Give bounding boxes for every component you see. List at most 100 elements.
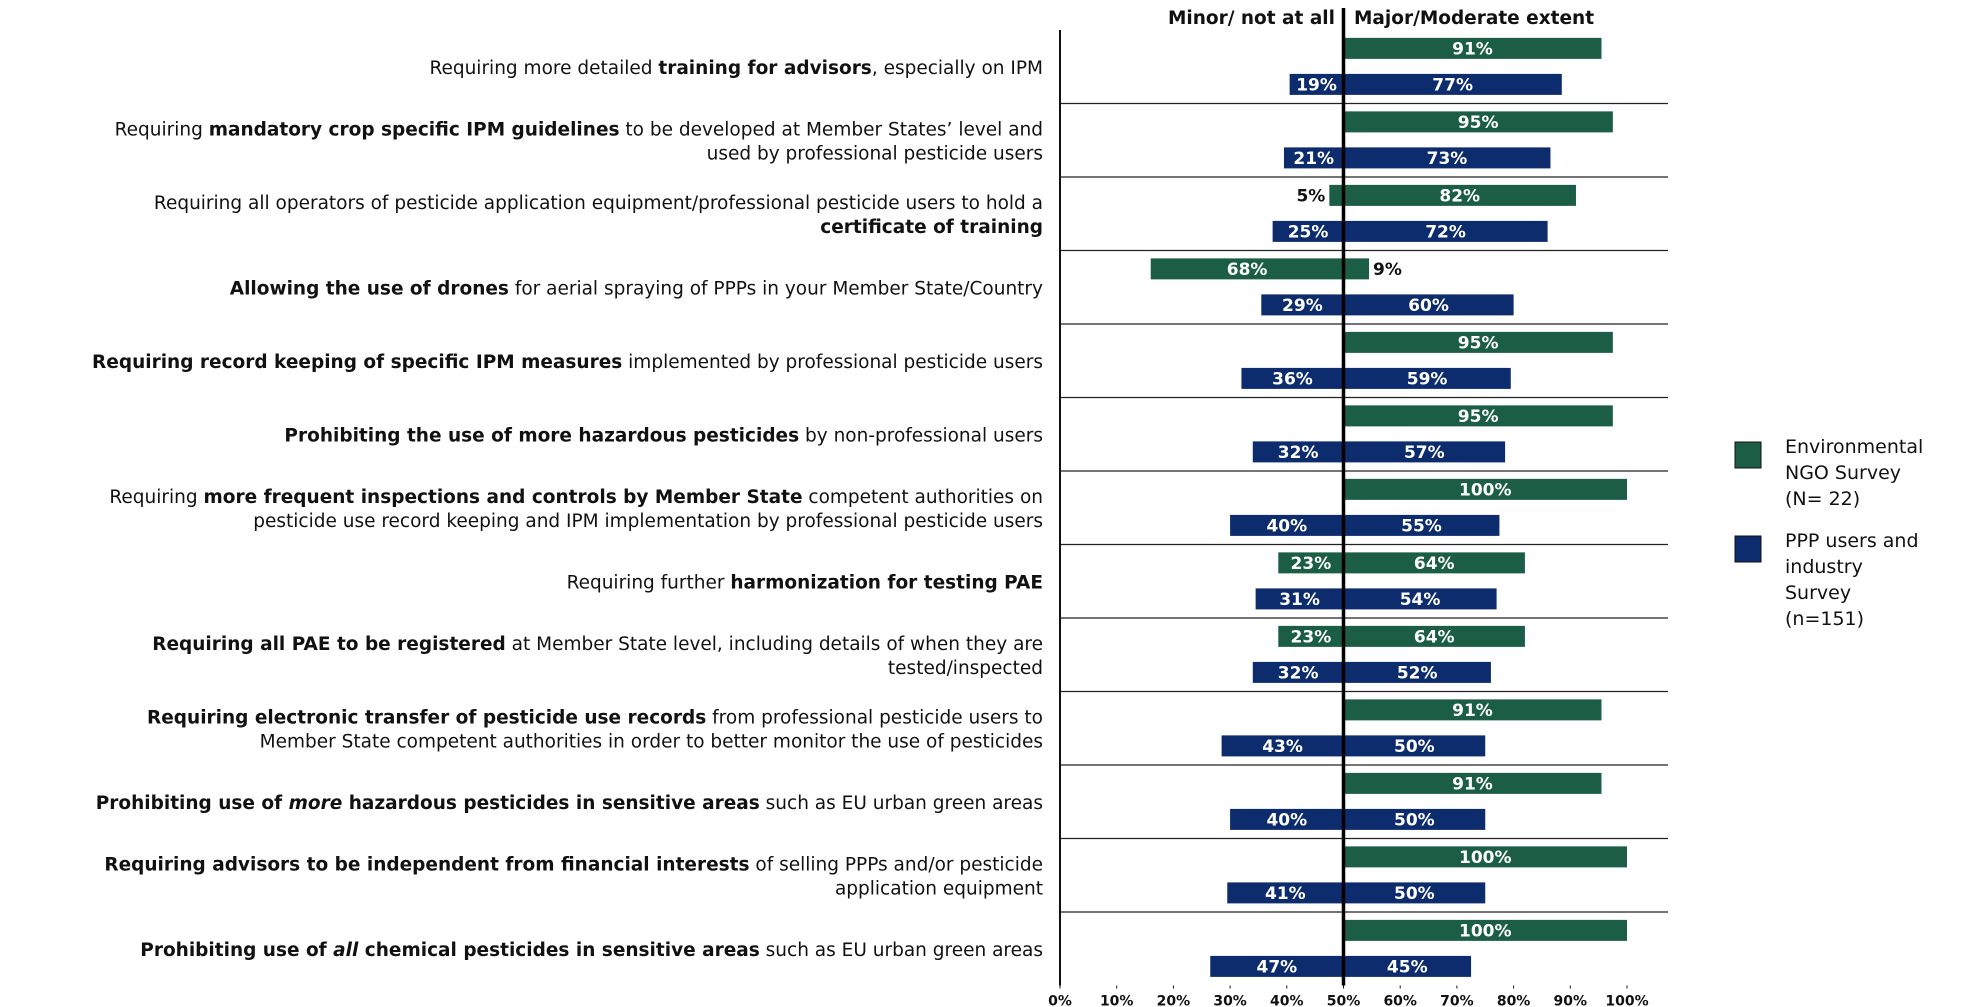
label-segment: for aerial spraying of PPPs in your Memb… bbox=[509, 278, 1043, 299]
value-label: 95% bbox=[1458, 113, 1499, 133]
category-label: Requiring all PAE to be registered at Me… bbox=[152, 634, 1043, 655]
legend-swatch bbox=[1734, 441, 1762, 469]
label-segment: of selling PPPs and/or pesticide bbox=[750, 854, 1043, 875]
value-label: 73% bbox=[1427, 149, 1468, 169]
value-label: 40% bbox=[1266, 516, 1307, 536]
label-segment: from professional pesticide users to bbox=[706, 707, 1043, 728]
value-label: 9% bbox=[1373, 260, 1402, 280]
label-segment: Requiring more detailed bbox=[429, 58, 658, 79]
category-label: pesticide use record keeping and IPM imp… bbox=[253, 511, 1043, 532]
header-right: Major/Moderate extent bbox=[1354, 8, 1594, 29]
label-segment: by non-professional users bbox=[799, 425, 1043, 446]
label-segment: Requiring record keeping of specific IPM… bbox=[92, 352, 622, 373]
value-label: 59% bbox=[1407, 369, 1448, 389]
x-tick-label: 100% bbox=[1605, 994, 1648, 1007]
label-segment: Prohibiting use of bbox=[140, 940, 333, 961]
label-segment: Requiring all PAE to be registered bbox=[152, 634, 506, 655]
bar-minor bbox=[1252, 441, 1344, 463]
value-label: 100% bbox=[1459, 848, 1512, 868]
label-segment: at Member State level, including details… bbox=[506, 634, 1043, 655]
bar-minor bbox=[1221, 735, 1344, 757]
value-label: 50% bbox=[1394, 810, 1435, 830]
label-segment: Requiring bbox=[115, 119, 209, 140]
bar-major bbox=[1343, 699, 1602, 721]
value-label: 64% bbox=[1414, 627, 1455, 647]
value-label: 52% bbox=[1397, 663, 1438, 683]
label-segment: certificate of training bbox=[820, 217, 1043, 238]
category-label: certificate of training bbox=[820, 217, 1043, 238]
label-segment: chemical pesticides in sensitive areas bbox=[358, 940, 759, 961]
value-label: 47% bbox=[1257, 957, 1298, 977]
bar-major bbox=[1343, 405, 1613, 427]
x-tick-label: 30% bbox=[1213, 994, 1247, 1007]
x-tick-label: 80% bbox=[1497, 994, 1531, 1007]
label-segment: used by professional pesticide users bbox=[707, 143, 1043, 164]
bar-major bbox=[1343, 625, 1525, 647]
category-label: Requiring more frequent inspections and … bbox=[109, 487, 1043, 508]
value-label: 100% bbox=[1459, 921, 1512, 941]
label-segment: Prohibiting the use of more hazardous pe… bbox=[284, 425, 799, 446]
category-label: Requiring further harmonization for test… bbox=[567, 572, 1043, 593]
x-tick-label: 20% bbox=[1157, 994, 1191, 1007]
bar-major bbox=[1343, 147, 1551, 169]
value-label: 23% bbox=[1291, 627, 1332, 647]
bar-minor bbox=[1252, 661, 1344, 683]
value-label: 41% bbox=[1265, 884, 1306, 904]
category-label: Prohibiting use of more hazardous pestic… bbox=[96, 793, 1043, 814]
bar-major bbox=[1343, 37, 1602, 59]
label-segment: such as EU urban green areas bbox=[760, 940, 1043, 961]
bar-major bbox=[1343, 552, 1525, 574]
value-label: 82% bbox=[1439, 186, 1480, 206]
bar-major bbox=[1343, 919, 1627, 941]
bar-major bbox=[1343, 661, 1491, 683]
bar-major bbox=[1343, 220, 1548, 242]
label-segment: Requiring further bbox=[567, 572, 731, 593]
category-label: Allowing the use of drones for aerial sp… bbox=[230, 278, 1043, 299]
category-label: Requiring record keeping of specific IPM… bbox=[92, 352, 1043, 373]
bar-minor bbox=[1230, 514, 1344, 536]
bar-major bbox=[1343, 882, 1486, 904]
category-label: Prohibiting the use of more hazardous pe… bbox=[284, 425, 1043, 446]
bar-major bbox=[1343, 955, 1472, 977]
bar-major bbox=[1343, 735, 1486, 757]
value-label: 100% bbox=[1459, 480, 1512, 500]
label-segment: to be developed at Member States’ level … bbox=[620, 119, 1044, 140]
category-label: Requiring electronic transfer of pestici… bbox=[147, 707, 1043, 728]
category-label: tested/inspected bbox=[888, 658, 1043, 679]
label-segment: Member State competent authorities in or… bbox=[260, 731, 1043, 752]
bar-major bbox=[1343, 772, 1602, 794]
label-segment: all bbox=[333, 940, 359, 961]
value-label: 57% bbox=[1404, 443, 1445, 463]
label-segment: Prohibiting use of bbox=[96, 793, 289, 814]
label-segment: , especially on IPM bbox=[872, 58, 1043, 79]
bar-minor bbox=[1230, 808, 1344, 830]
bar-minor bbox=[1241, 367, 1344, 389]
value-label: 29% bbox=[1282, 296, 1323, 316]
x-tick-label: 70% bbox=[1440, 994, 1474, 1007]
label-segment: more bbox=[289, 793, 343, 814]
bar-major bbox=[1343, 111, 1613, 133]
value-label: 19% bbox=[1296, 75, 1337, 95]
bar-minor bbox=[1329, 184, 1344, 206]
bar-major bbox=[1343, 808, 1486, 830]
x-tick-label: 60% bbox=[1383, 994, 1417, 1007]
category-label: Requiring more detailed training for adv… bbox=[429, 58, 1043, 79]
value-label: 95% bbox=[1458, 333, 1499, 353]
value-label: 64% bbox=[1414, 554, 1455, 574]
category-label: Prohibiting use of all chemical pesticid… bbox=[140, 940, 1043, 961]
bar-major bbox=[1343, 294, 1514, 316]
bar-major bbox=[1343, 73, 1562, 95]
value-label: 77% bbox=[1432, 75, 1473, 95]
label-segment: Requiring electronic transfer of pestici… bbox=[147, 707, 706, 728]
legend-label: PPP users and industry Survey (n=151) bbox=[1785, 530, 1919, 630]
label-segment: mandatory crop specific IPM guidelines bbox=[209, 119, 620, 140]
value-label: 5% bbox=[1296, 186, 1325, 206]
value-label: 32% bbox=[1278, 663, 1319, 683]
value-label: 32% bbox=[1278, 443, 1319, 463]
category-label: Requiring all operators of pesticide app… bbox=[154, 193, 1043, 214]
value-label: 91% bbox=[1452, 39, 1493, 59]
header-left: Minor/ not at all bbox=[1168, 8, 1335, 29]
label-segment: more frequent inspections and controls b… bbox=[203, 487, 802, 508]
category-label: Requiring mandatory crop specific IPM gu… bbox=[115, 119, 1043, 140]
